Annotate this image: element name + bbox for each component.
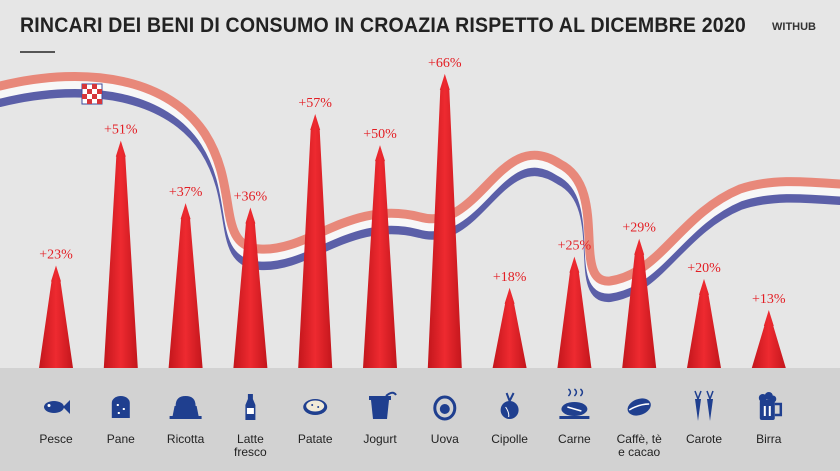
category-label: e cacao — [618, 445, 660, 459]
category-label: Cipolle — [491, 432, 528, 446]
milk-bottle-icon — [245, 394, 256, 420]
value-label: +50% — [363, 127, 397, 142]
arrow-bar-5 — [298, 113, 333, 368]
category-label: Patate — [298, 432, 333, 446]
croatian-coat-of-arms-icon — [81, 83, 103, 105]
value-labels: +23% +51% +37% +36% +57% +50% +66% +18% +25% +29%… — [39, 56, 786, 307]
category-label: Carne — [558, 432, 591, 446]
category-label: fresco — [234, 445, 267, 459]
arrow-bar-2 — [103, 140, 138, 368]
value-label: +57% — [298, 96, 332, 111]
beer-mug-icon — [758, 392, 783, 420]
icon-band — [0, 368, 840, 471]
arrow-bar-6 — [363, 145, 397, 368]
category-label: Carote — [686, 432, 722, 446]
category-label: Latte — [237, 432, 264, 446]
arrow-bar-3 — [168, 203, 203, 368]
arrow-bar-7 — [427, 73, 462, 368]
yogurt-icon — [369, 391, 397, 419]
value-label: +25% — [558, 239, 592, 254]
fish-icon — [44, 400, 70, 414]
category-label: Pane — [107, 432, 135, 446]
coffee-bean-icon — [627, 398, 651, 416]
value-label: +36% — [234, 190, 268, 205]
value-label: +66% — [428, 56, 462, 71]
meat-icon — [559, 388, 590, 419]
carrot-icon — [694, 390, 714, 421]
arrow-bar-12 — [751, 310, 786, 368]
category-label: Uova — [431, 432, 459, 446]
category-label: Jogurt — [363, 432, 397, 446]
arrow-bar-8 — [492, 287, 527, 368]
value-label: +37% — [169, 185, 203, 200]
value-label: +20% — [687, 261, 721, 276]
potato-icon — [303, 399, 328, 415]
value-label: +23% — [39, 247, 73, 262]
title-underline — [20, 51, 55, 53]
value-label: +13% — [752, 292, 786, 307]
arrow-bar-9 — [557, 256, 592, 368]
category-label: Pesce — [39, 432, 73, 446]
arrow-bar-11 — [687, 278, 721, 368]
category-icons — [44, 388, 783, 421]
bread-icon — [111, 396, 130, 418]
arrow-bar-1 — [39, 265, 73, 368]
cake-icon — [169, 396, 202, 419]
arrow-bar-10 — [622, 238, 657, 368]
egg-icon — [433, 395, 457, 421]
arrow-bar-4 — [233, 207, 268, 368]
value-label: +51% — [104, 123, 138, 138]
value-label: +18% — [493, 270, 527, 285]
ribbon-red-stripe — [0, 72, 840, 286]
brand-logo: WITHUB — [772, 21, 816, 33]
arrow-bars — [39, 73, 786, 368]
croatian-flag-ribbon — [0, 72, 840, 302]
value-label: +29% — [622, 221, 656, 236]
chart-title: RINCARI DEI BENI DI CONSUMO IN CROAZIA R… — [20, 14, 746, 37]
category-label: Caffè, tè — [617, 432, 662, 446]
onion-icon — [500, 392, 519, 419]
category-label: Birra — [756, 432, 782, 446]
category-label: Ricotta — [167, 432, 205, 446]
